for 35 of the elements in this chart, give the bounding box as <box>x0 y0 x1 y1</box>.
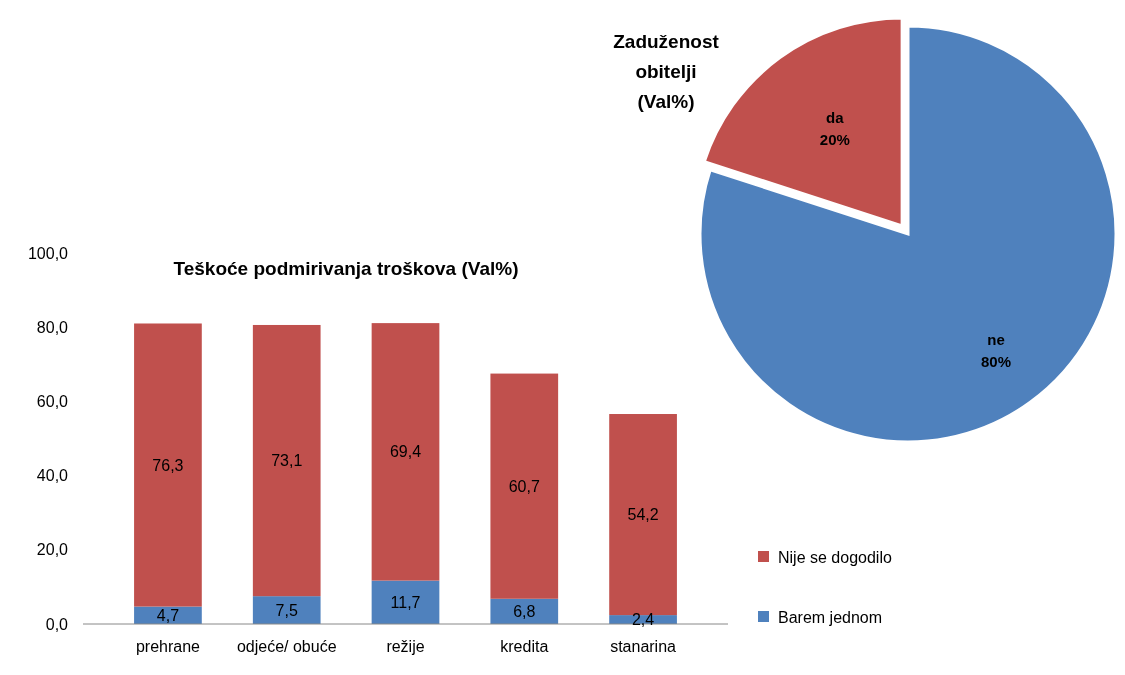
data-label: 60,7 <box>508 477 540 495</box>
data-label: 76,3 <box>152 456 184 474</box>
y-tick-label: 0,0 <box>45 615 69 633</box>
data-label: 73,1 <box>271 452 303 470</box>
bar <box>490 373 559 599</box>
x-tick-label: prehrane <box>135 638 201 655</box>
slice-label: da <box>826 109 845 127</box>
x-tick-label: kredita <box>500 638 549 655</box>
data-label: 80% <box>981 353 1012 371</box>
data-label: 7,5 <box>275 601 298 619</box>
bar <box>134 323 202 607</box>
x-tick-label: odjeće/ obuće <box>236 638 337 655</box>
y-tick-label: 100,0 <box>27 244 69 262</box>
bar <box>252 596 321 624</box>
data-label: 54,2 <box>627 506 659 524</box>
bar <box>252 324 321 597</box>
legend-label: Barem jednom <box>778 608 883 626</box>
bar <box>371 580 440 624</box>
y-tick-label: 80,0 <box>36 318 69 336</box>
slice-label: ne <box>987 331 1005 349</box>
x-tick-label: stanarina <box>610 638 677 655</box>
data-label: 6,8 <box>513 602 536 620</box>
y-tick-label: 40,0 <box>36 467 69 485</box>
x-tick-label: režije <box>386 638 425 655</box>
data-label: 69,4 <box>389 443 422 461</box>
data-label: 20% <box>819 131 850 149</box>
text: Zaduženost obitelji (Val%) <box>613 31 720 112</box>
y-tick-label: 20,0 <box>36 541 69 559</box>
data-label: 11,7 <box>390 593 421 611</box>
legend-label: Nije se dogodilo <box>778 548 892 566</box>
data-label: 2,4 <box>631 611 655 629</box>
bar <box>371 323 440 581</box>
data-label: 4,7 <box>156 606 180 624</box>
chart-title: Teškoće podmirivanja troškova (Val%) <box>173 258 519 279</box>
y-tick-label: 60,0 <box>36 393 69 410</box>
